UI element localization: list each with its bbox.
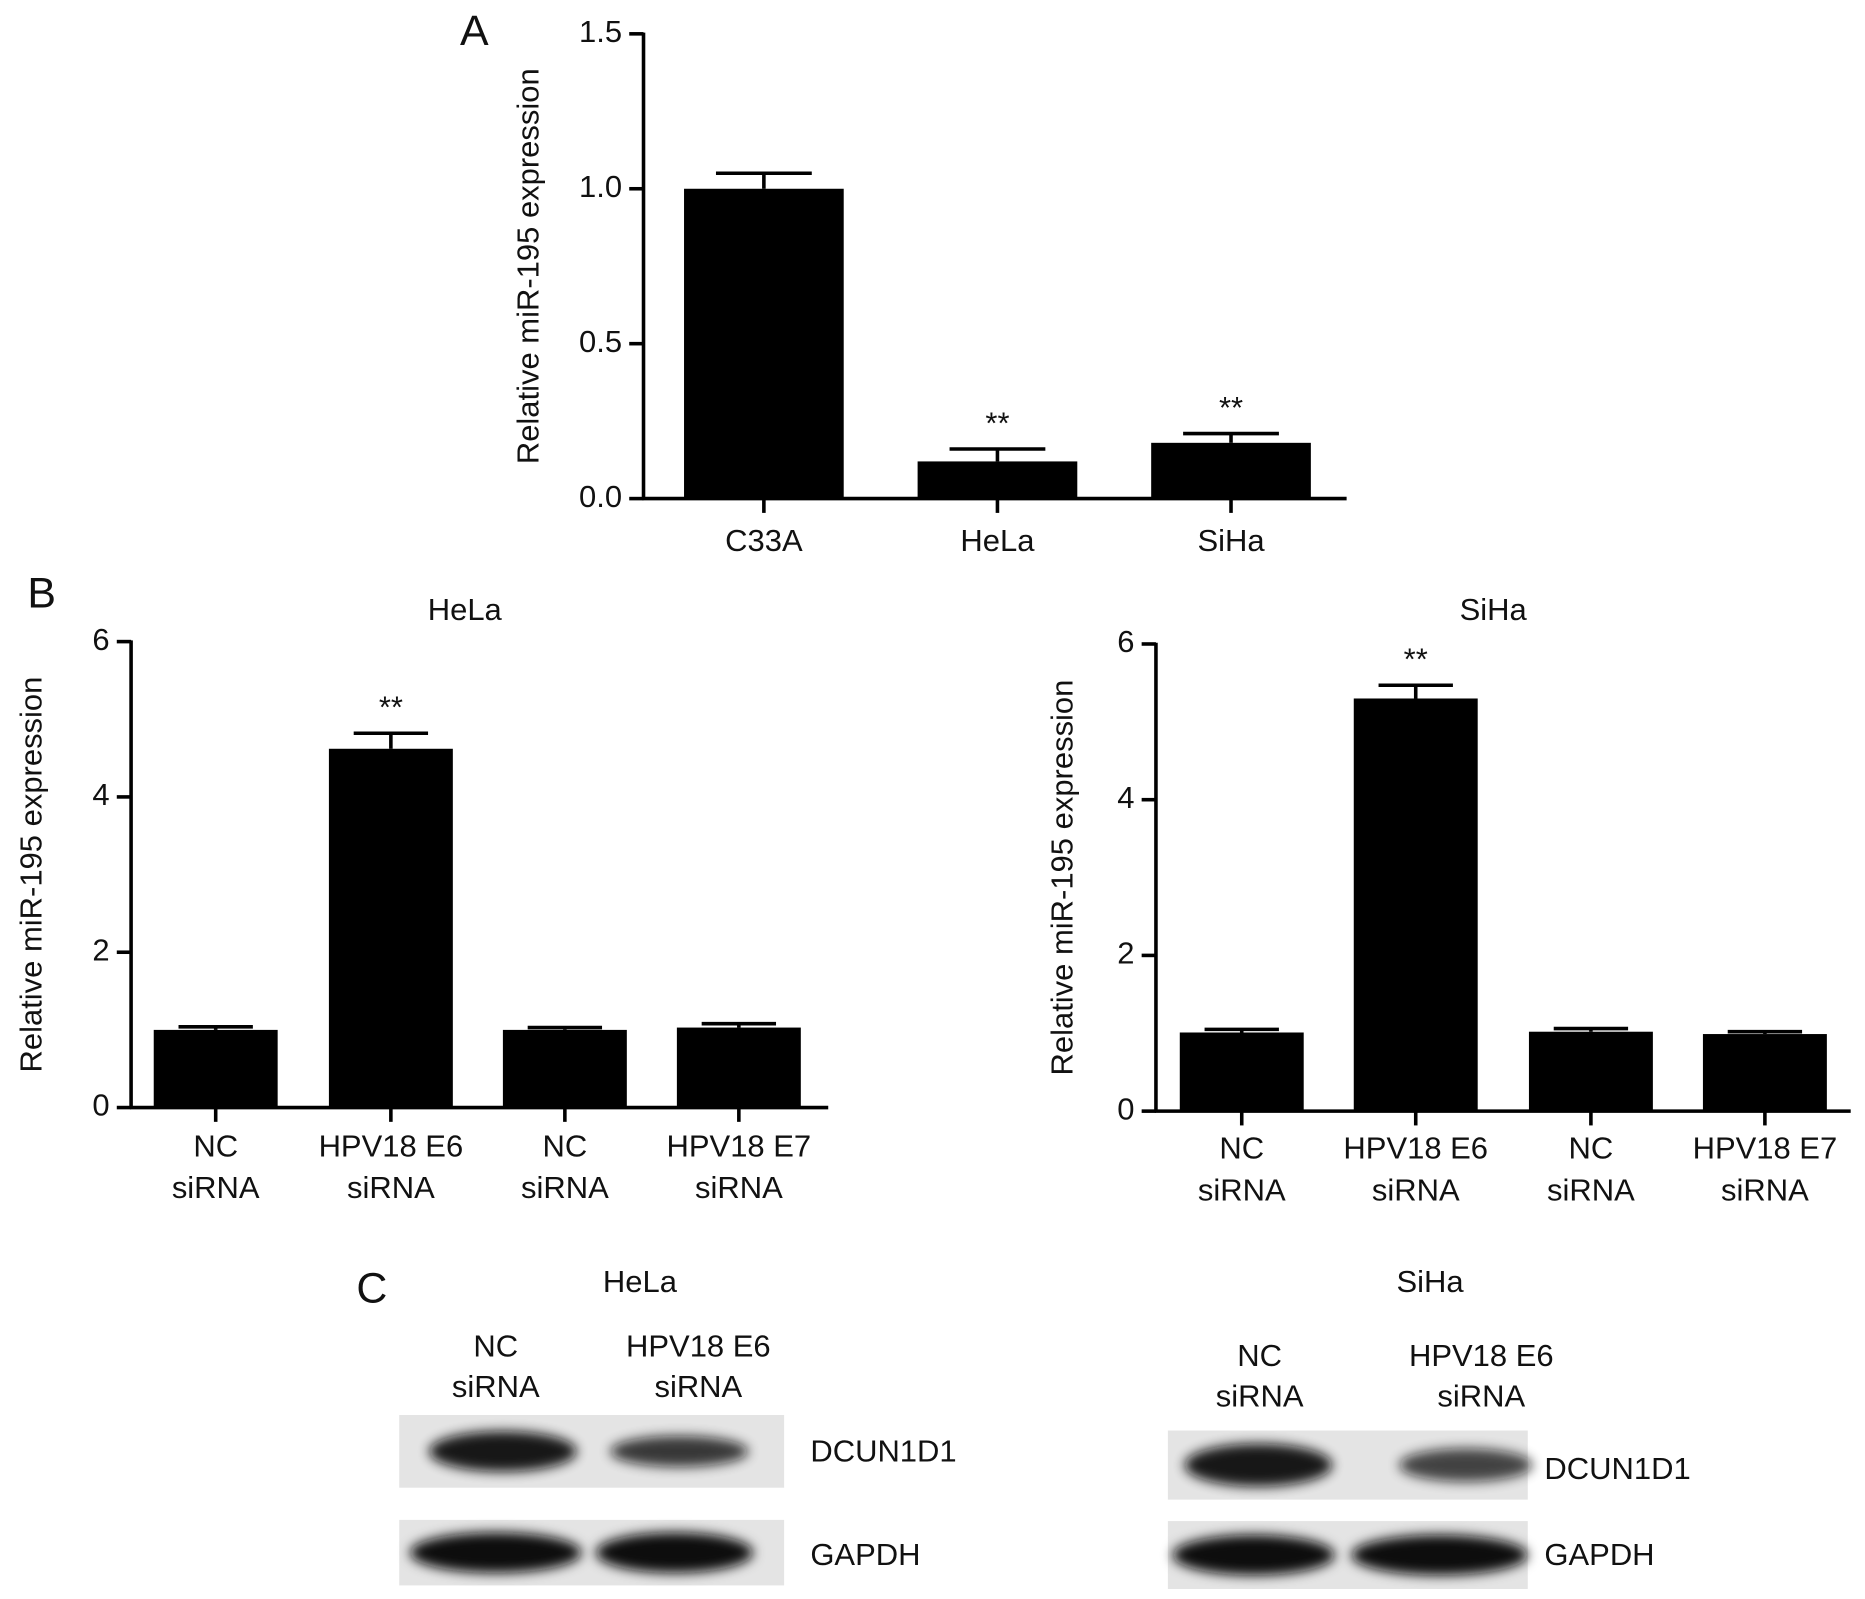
bar — [502, 1029, 627, 1108]
x-tick-label: HPV18 E6 — [1343, 1131, 1488, 1166]
x-tick-label: SiHa — [1197, 523, 1265, 558]
x-tick-label: siRNA — [695, 1170, 783, 1205]
bar — [1528, 1031, 1653, 1112]
bar — [1702, 1034, 1827, 1112]
chart-title: HeLa — [428, 592, 503, 627]
lane-label: siRNA — [1437, 1379, 1525, 1414]
bar — [676, 1027, 801, 1108]
lane-label: NC — [1237, 1338, 1282, 1373]
bar — [1151, 442, 1311, 499]
x-tick-label: siRNA — [1721, 1172, 1809, 1207]
blot-band — [1184, 1443, 1333, 1487]
bar — [1353, 698, 1478, 1112]
x-tick-label: HPV18 E7 — [667, 1128, 812, 1163]
significance: ** — [985, 405, 1009, 440]
panel-letter: B — [27, 570, 56, 618]
lane-label: siRNA — [452, 1369, 540, 1404]
bar — [328, 748, 453, 1108]
blot-band — [409, 1532, 582, 1573]
blot-band — [1351, 1534, 1528, 1576]
protein-label: DCUN1D1 — [1544, 1451, 1690, 1486]
y-tick-label: 2 — [1117, 936, 1134, 971]
y-axis-label: Relative miR-195 expression — [14, 677, 49, 1073]
lane-label: HPV18 E6 — [626, 1328, 771, 1363]
panel-letter: A — [460, 7, 489, 55]
y-tick-label: 6 — [92, 622, 109, 657]
y-tick-label: 0 — [92, 1088, 109, 1123]
y-tick-label: 0.0 — [579, 479, 622, 514]
x-tick-label: HPV18 E7 — [1693, 1131, 1838, 1166]
x-tick-label: NC — [1219, 1131, 1264, 1166]
blot-band — [595, 1532, 754, 1573]
panel-letter: C — [356, 1264, 387, 1312]
protein-label: GAPDH — [1544, 1537, 1654, 1572]
y-tick-label: 4 — [1117, 780, 1134, 815]
blot-band — [610, 1435, 749, 1467]
protein-label: DCUN1D1 — [810, 1433, 956, 1468]
x-tick-label: NC — [542, 1128, 587, 1163]
bar — [917, 461, 1078, 499]
x-tick-label: siRNA — [1372, 1172, 1460, 1207]
bar — [153, 1029, 278, 1108]
y-axis-label: Relative miR-195 expression — [510, 68, 545, 464]
y-tick-label: 1.5 — [579, 14, 622, 49]
x-tick-label: siRNA — [172, 1170, 260, 1205]
protein-label: GAPDH — [810, 1537, 920, 1572]
lane-label: NC — [473, 1328, 518, 1363]
y-tick-label: 1.0 — [579, 169, 622, 204]
blot-band — [1399, 1448, 1533, 1482]
x-tick-label: siRNA — [1198, 1172, 1286, 1207]
y-tick-label: 6 — [1117, 624, 1134, 659]
x-tick-label: C33A — [725, 523, 803, 558]
significance: ** — [379, 690, 403, 725]
lane-label: siRNA — [654, 1369, 742, 1404]
x-tick-label: NC — [193, 1128, 238, 1163]
y-tick-label: 0.5 — [579, 324, 622, 359]
chart-title: SiHa — [1460, 592, 1528, 627]
bar — [684, 188, 844, 499]
blot-title: SiHa — [1396, 1264, 1464, 1299]
x-tick-label: siRNA — [521, 1170, 609, 1205]
x-tick-label: HPV18 E6 — [319, 1128, 464, 1163]
x-tick-label: NC — [1569, 1131, 1614, 1166]
x-tick-label: siRNA — [1547, 1172, 1635, 1207]
bar — [1179, 1032, 1304, 1112]
blot-band — [429, 1431, 577, 1472]
y-tick-label: 4 — [92, 777, 109, 812]
y-tick-label: 2 — [92, 932, 109, 967]
x-tick-label: HeLa — [960, 523, 1035, 558]
lane-label: HPV18 E6 — [1409, 1338, 1554, 1373]
blot-band — [1172, 1534, 1335, 1576]
blot-title: HeLa — [603, 1264, 678, 1299]
x-tick-label: siRNA — [347, 1170, 435, 1205]
y-axis-label: Relative miR-195 expression — [1044, 680, 1079, 1076]
y-tick-label: 0 — [1117, 1091, 1134, 1126]
significance: ** — [1404, 642, 1428, 677]
lane-label: siRNA — [1216, 1379, 1304, 1414]
significance: ** — [1219, 390, 1243, 425]
